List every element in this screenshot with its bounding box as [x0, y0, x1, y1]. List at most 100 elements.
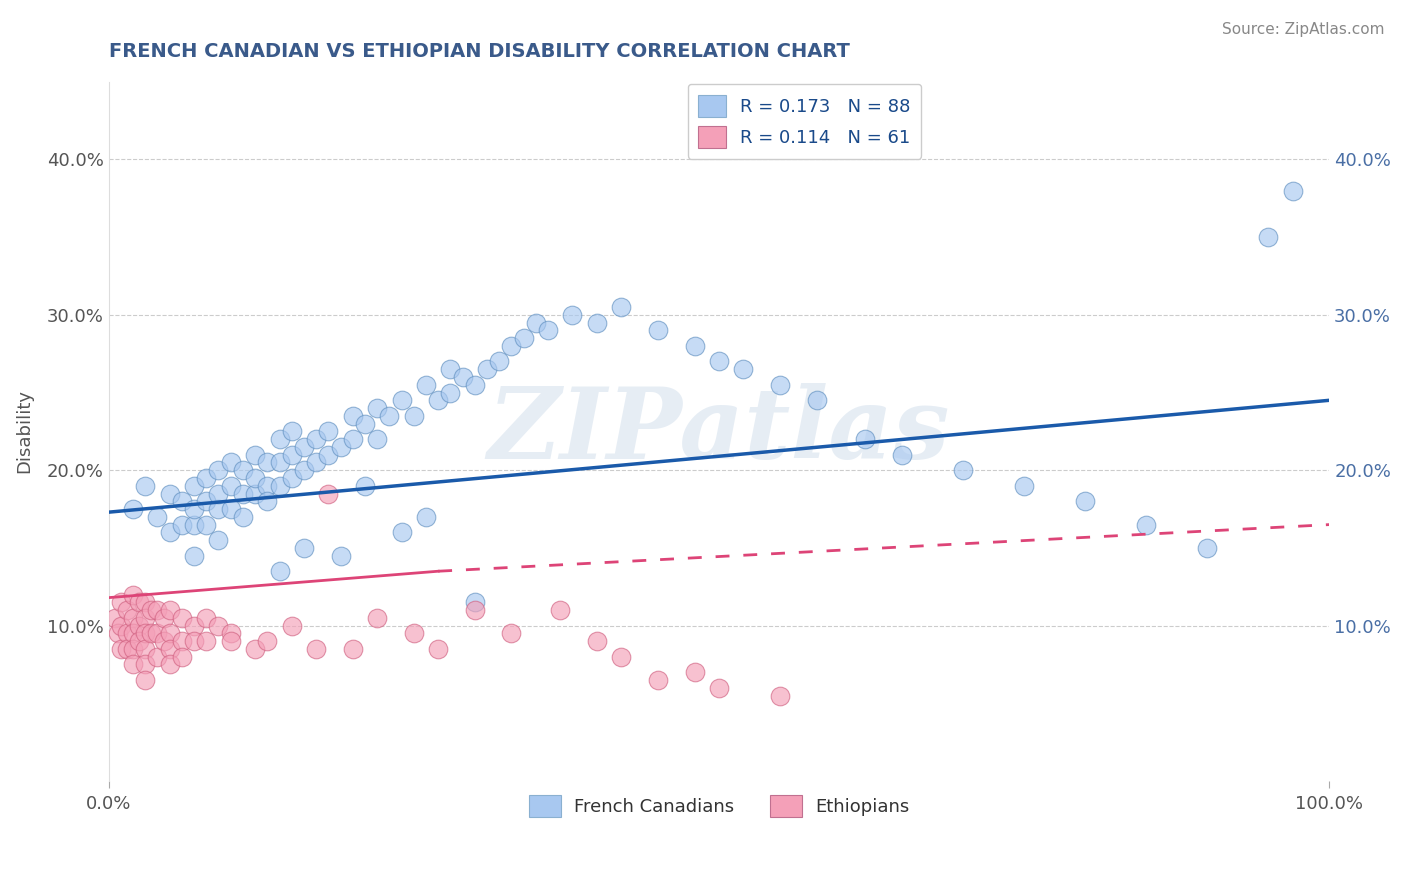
Point [207, 463, 229, 477]
Point [464, 595, 486, 609]
Point [1197, 541, 1219, 555]
Point [122, 641, 145, 656]
Point [537, 323, 560, 337]
Point [586, 316, 609, 330]
Point [464, 377, 486, 392]
Point [1012, 479, 1035, 493]
Point [855, 432, 877, 446]
Point [170, 611, 193, 625]
Point [141, 626, 163, 640]
Point [134, 626, 156, 640]
Point [329, 440, 352, 454]
Point [707, 354, 730, 368]
Point [159, 657, 181, 672]
Point [110, 618, 132, 632]
Point [451, 370, 474, 384]
Point [280, 448, 302, 462]
Point [122, 588, 145, 602]
Point [122, 657, 145, 672]
Point [128, 595, 150, 609]
Point [219, 502, 242, 516]
Point [232, 509, 254, 524]
Point [647, 323, 669, 337]
Point [501, 626, 523, 640]
Point [219, 634, 242, 648]
Point [146, 649, 169, 664]
Point [195, 517, 218, 532]
Point [159, 641, 181, 656]
Point [195, 494, 218, 508]
Point [952, 463, 974, 477]
Point [342, 432, 364, 446]
Point [512, 331, 534, 345]
Point [647, 673, 669, 687]
Point [110, 641, 132, 656]
Point [280, 618, 302, 632]
Point [152, 634, 174, 648]
Point [329, 549, 352, 563]
Point [256, 479, 278, 493]
Point [159, 525, 181, 540]
Point [219, 626, 242, 640]
Point [128, 634, 150, 648]
Point [104, 611, 127, 625]
Point [891, 448, 914, 462]
Point [134, 673, 156, 687]
Point [256, 494, 278, 508]
Legend: French Canadians, Ethiopians: French Canadians, Ethiopians [522, 788, 917, 824]
Point [427, 641, 450, 656]
Point [402, 409, 425, 423]
Point [280, 471, 302, 485]
Point [501, 339, 523, 353]
Point [195, 634, 218, 648]
Point [1257, 230, 1279, 244]
Point [134, 479, 156, 493]
Point [439, 362, 461, 376]
Point [170, 494, 193, 508]
Point [586, 634, 609, 648]
Point [378, 409, 401, 423]
Point [183, 517, 205, 532]
Point [159, 626, 181, 640]
Point [183, 549, 205, 563]
Point [122, 611, 145, 625]
Text: ZIPatlas: ZIPatlas [488, 384, 950, 480]
Point [415, 377, 437, 392]
Point [342, 641, 364, 656]
Point [269, 455, 291, 469]
Point [219, 479, 242, 493]
Point [243, 641, 266, 656]
Point [269, 432, 291, 446]
Point [488, 354, 510, 368]
Point [806, 393, 828, 408]
Point [183, 502, 205, 516]
Point [232, 486, 254, 500]
Point [439, 385, 461, 400]
Point [683, 665, 706, 680]
Point [733, 362, 755, 376]
Point [415, 509, 437, 524]
Point [146, 603, 169, 617]
Point [243, 471, 266, 485]
Point [232, 463, 254, 477]
Point [207, 486, 229, 500]
Point [256, 455, 278, 469]
Point [269, 564, 291, 578]
Point [128, 618, 150, 632]
Point [305, 432, 328, 446]
Point [366, 432, 388, 446]
Point [354, 479, 377, 493]
Point [354, 417, 377, 431]
Point [366, 611, 388, 625]
Point [318, 486, 340, 500]
Point [280, 425, 302, 439]
Point [219, 455, 242, 469]
Point [1281, 184, 1303, 198]
Point [134, 595, 156, 609]
Point [207, 618, 229, 632]
Point [146, 509, 169, 524]
Point [183, 618, 205, 632]
Point [292, 463, 315, 477]
Point [769, 689, 792, 703]
Y-axis label: Disability: Disability [15, 390, 32, 474]
